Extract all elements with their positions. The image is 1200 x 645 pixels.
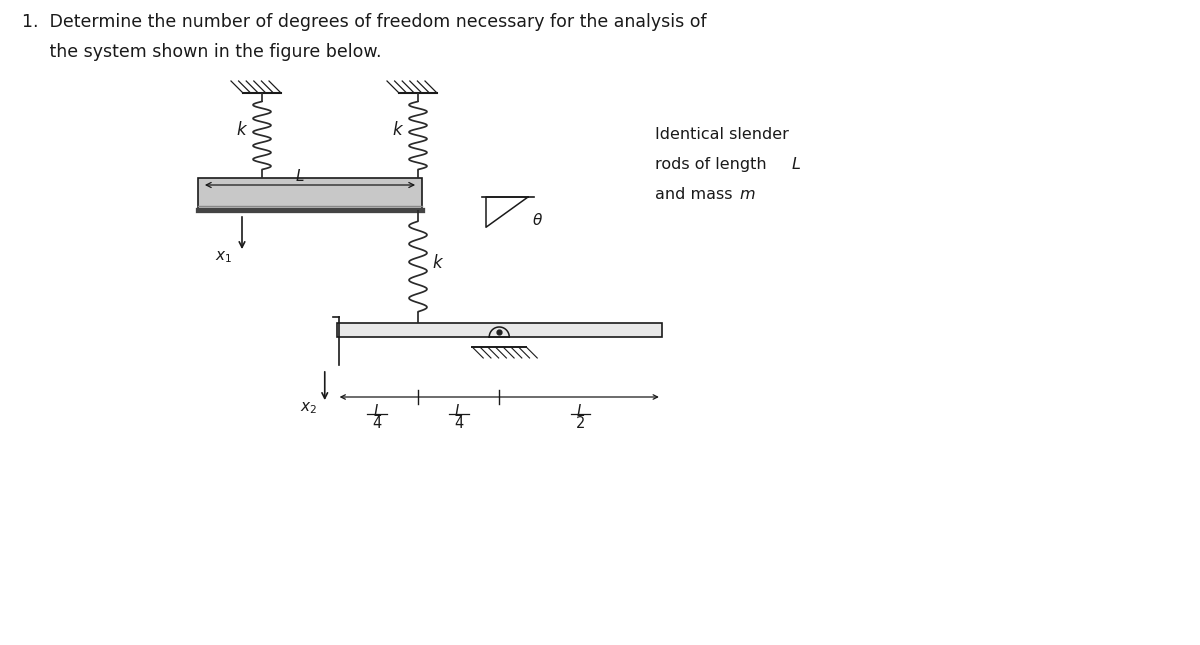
Text: L: L <box>792 157 800 172</box>
Text: 4: 4 <box>454 416 463 431</box>
Text: L: L <box>455 404 463 419</box>
Text: L: L <box>373 404 382 419</box>
Text: $\theta$: $\theta$ <box>532 212 544 228</box>
Text: k: k <box>392 121 402 139</box>
Text: and mass: and mass <box>655 187 738 202</box>
Text: $x_2$: $x_2$ <box>300 400 317 415</box>
Text: 4: 4 <box>373 416 382 431</box>
Text: Identical slender: Identical slender <box>655 127 788 142</box>
Bar <box>337 323 661 337</box>
Text: the system shown in the figure below.: the system shown in the figure below. <box>22 43 382 61</box>
Text: k: k <box>236 121 246 139</box>
Text: L: L <box>576 404 584 419</box>
Text: $x_1$: $x_1$ <box>215 249 232 264</box>
Text: 2: 2 <box>576 416 586 431</box>
Text: L: L <box>295 169 305 184</box>
Bar <box>198 178 422 210</box>
Text: 1.  Determine the number of degrees of freedom necessary for the analysis of: 1. Determine the number of degrees of fr… <box>22 13 707 31</box>
Text: k: k <box>432 253 442 272</box>
Polygon shape <box>486 197 528 227</box>
Text: m: m <box>739 187 755 202</box>
Text: rods of length: rods of length <box>655 157 772 172</box>
